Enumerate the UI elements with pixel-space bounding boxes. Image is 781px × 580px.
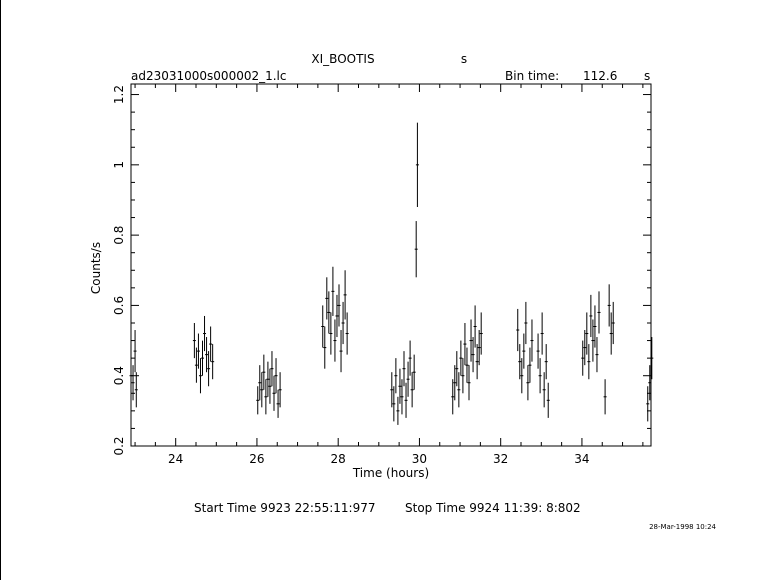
object-unit: s (461, 52, 467, 66)
x-tick-label: 28 (331, 452, 346, 466)
file-name: ad23031000s000002_1.lc (131, 69, 287, 83)
plot-frame (130, 83, 652, 447)
stop-time: Stop Time 9924 11:39: 8:802 (405, 501, 581, 515)
x-axis-label: Time (hours) (352, 466, 429, 480)
x-tick-labels: 24 26 28 30 32 34 (168, 452, 590, 466)
axis-ticks (131, 84, 651, 447)
bin-label: Bin time: (505, 69, 559, 83)
object-name: XI_BOOTIS (311, 52, 374, 66)
start-time: Start Time 9923 22:55:11:977 (194, 501, 376, 515)
date-stamp: 28-Mar-1998 10:24 (649, 523, 716, 531)
y-tick-label: 1.2 (112, 85, 126, 104)
x-tick-label: 34 (574, 452, 589, 466)
y-tick-labels: 0.2 0.4 0.6 0.8 1 1.2 (112, 85, 126, 456)
left-border-rule (0, 0, 1, 580)
x-tick-label: 32 (493, 452, 508, 466)
bin-unit: s (644, 69, 650, 83)
x-tick-label: 24 (168, 452, 183, 466)
data-points (129, 122, 654, 425)
bin-value: 112.6 (583, 69, 617, 83)
y-tick-label: 0.6 (112, 296, 126, 315)
x-tick-label: 26 (249, 452, 264, 466)
y-tick-label: 0.4 (112, 366, 126, 385)
y-tick-label: 0.2 (112, 436, 126, 455)
y-tick-label: 0.8 (112, 226, 126, 245)
x-tick-label: 30 (412, 452, 427, 466)
y-tick-label: 1 (112, 161, 126, 169)
y-axis-label: Counts/s (89, 242, 103, 294)
